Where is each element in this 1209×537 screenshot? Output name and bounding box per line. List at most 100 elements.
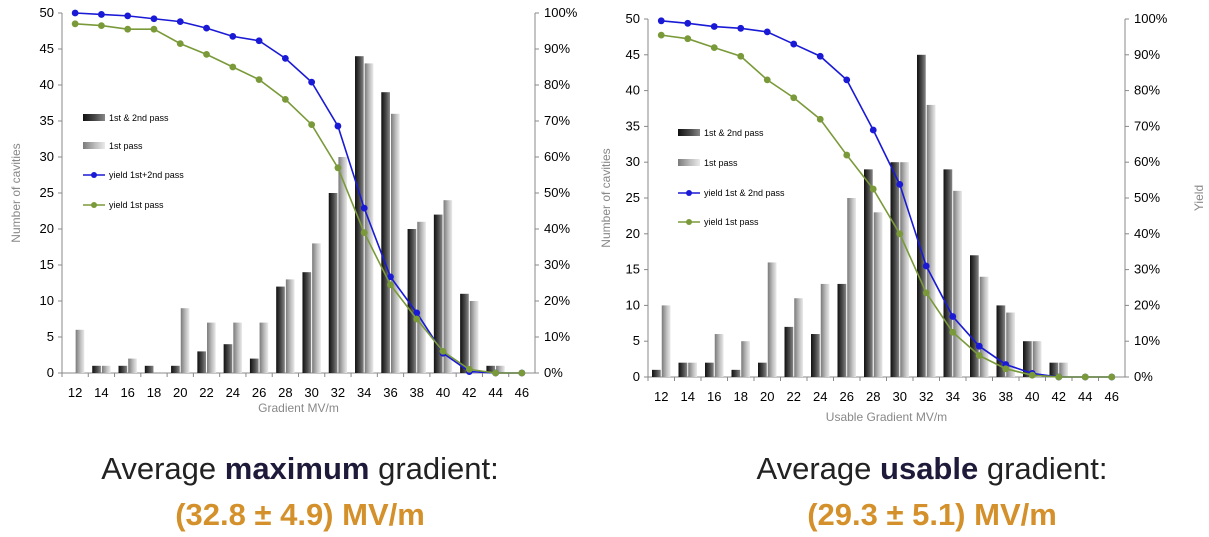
x-tick-label: 14 bbox=[681, 389, 695, 404]
yield-line-1st-2nd-pass-point bbox=[360, 204, 368, 212]
yield-line-1st-pass-point bbox=[334, 164, 342, 172]
bar-1st-2nd-pass bbox=[355, 56, 364, 373]
legend-swatch bbox=[83, 114, 105, 121]
bar-1st-2nd-pass bbox=[890, 162, 900, 377]
bar-1st-2nd-pass bbox=[652, 369, 661, 377]
yield-line-1st-2nd-pass-point bbox=[387, 273, 394, 281]
y2-tick-label: 80% bbox=[544, 77, 570, 92]
y-tick-label: 40 bbox=[40, 77, 54, 92]
yield-line-1st-pass-point bbox=[1028, 371, 1036, 379]
bar-1st-pass bbox=[900, 162, 909, 377]
bar-1st-pass bbox=[390, 113, 400, 374]
bar-1st-2nd-pass bbox=[917, 54, 926, 378]
x-tick-label: 24 bbox=[813, 389, 827, 404]
bar-1st-pass bbox=[1006, 312, 1015, 377]
bar-1st-2nd-pass bbox=[784, 326, 794, 377]
x-tick-label: 34 bbox=[946, 389, 960, 404]
x-tick-label: 44 bbox=[488, 385, 502, 400]
legend-swatch-marker bbox=[91, 202, 97, 208]
x-tick-label: 16 bbox=[120, 385, 134, 400]
yield-line-1st-pass-point bbox=[465, 366, 473, 373]
legend-label: yield 1st pass bbox=[704, 217, 759, 227]
yield-line-1st-pass-point bbox=[710, 44, 718, 52]
yield-line-1st-pass-point bbox=[843, 151, 851, 159]
bar-1st-2nd-pass bbox=[758, 362, 767, 377]
bar-1st-pass bbox=[688, 362, 697, 377]
bar-1st-pass bbox=[714, 334, 724, 377]
legend-label: 1st & 2nd pass bbox=[109, 113, 169, 123]
y2-tick-label: 100% bbox=[544, 5, 578, 20]
yield-line-1st-pass-point bbox=[869, 185, 877, 193]
yield-line-1st-pass-point bbox=[684, 35, 692, 43]
yield-line-1st-2nd-pass bbox=[75, 12, 522, 374]
y2-tick-label: 70% bbox=[1134, 118, 1160, 133]
yield-line-1st-pass-point bbox=[413, 315, 421, 323]
legend-swatch-marker bbox=[686, 219, 692, 225]
yield-line-1st-pass-point bbox=[1081, 373, 1089, 381]
y2-tick-label: 60% bbox=[544, 149, 570, 164]
bar-1st-pass bbox=[312, 243, 321, 373]
x-tick-label: 20 bbox=[173, 385, 187, 400]
x-tick-label: 28 bbox=[866, 389, 880, 404]
y-axis-label: Number of cavities bbox=[599, 148, 613, 247]
bar-1st-pass bbox=[1032, 341, 1042, 377]
bar-1st-2nd-pass bbox=[302, 272, 312, 373]
yield-line-1st-pass-point bbox=[1108, 373, 1116, 381]
y2-tick-label: 90% bbox=[1134, 47, 1160, 62]
y2-tick-label: 60% bbox=[1134, 154, 1160, 169]
yield-line-1st-pass-point bbox=[308, 121, 316, 128]
yield-line-1st-pass-point bbox=[763, 76, 771, 84]
yield-line-1st-2nd-pass-point bbox=[203, 24, 210, 32]
bar-1st-2nd-pass bbox=[996, 305, 1006, 377]
yield-line-1st-2nd-pass-point bbox=[657, 17, 665, 25]
caption-max-value: (32.8 ± 4.9) MV/m bbox=[175, 497, 425, 532]
bar-1st-2nd-pass bbox=[407, 229, 417, 373]
yield-line-1st-pass-point bbox=[518, 369, 526, 377]
y-tick-label: 10 bbox=[40, 293, 54, 308]
yield-line-1st-2nd-pass-point bbox=[790, 40, 798, 48]
yield-line-1st-pass-point bbox=[896, 230, 904, 238]
legend-swatch bbox=[83, 142, 105, 149]
bar-1st-pass bbox=[443, 200, 453, 373]
yield-line-1st-2nd-pass-point bbox=[922, 262, 930, 270]
x-tick-label: 40 bbox=[1025, 389, 1039, 404]
bar-1st-pass bbox=[767, 262, 777, 377]
legend-swatch-marker bbox=[686, 190, 692, 196]
yield-line-1st-2nd-pass-point bbox=[229, 33, 237, 40]
x-tick-label: 30 bbox=[304, 385, 318, 400]
bar-1st-pass bbox=[469, 301, 479, 373]
y2-tick-label: 50% bbox=[1134, 190, 1160, 205]
yield-line-1st-pass-point bbox=[176, 40, 184, 47]
legend-swatch bbox=[678, 129, 700, 136]
bar-1st-pass bbox=[417, 221, 426, 373]
caption-usable-title: Average usable gradient: bbox=[756, 451, 1108, 486]
bar-1st-pass bbox=[794, 298, 803, 377]
x-axis-label: Gradient MV/m bbox=[258, 401, 339, 415]
y2-tick-label: 30% bbox=[544, 257, 570, 272]
bar-1st-2nd-pass bbox=[678, 362, 688, 377]
x-tick-label: 32 bbox=[331, 385, 345, 400]
yield-line-1st-pass-point bbox=[150, 25, 158, 33]
yield-line-1st-2nd-pass-point bbox=[949, 313, 957, 320]
bar-1st-2nd-pass bbox=[144, 365, 154, 373]
y-tick-label: 0 bbox=[47, 365, 54, 380]
x-tick-label: 26 bbox=[252, 385, 266, 400]
yield-line-1st-2nd-pass-point bbox=[684, 19, 692, 27]
x-tick-label: 34 bbox=[357, 385, 371, 400]
y2-tick-label: 0% bbox=[544, 365, 563, 380]
y-tick-label: 35 bbox=[626, 118, 640, 133]
legend-label: yield 1st & 2nd pass bbox=[704, 188, 785, 198]
x-tick-label: 46 bbox=[515, 385, 529, 400]
x-tick-label: 18 bbox=[734, 389, 748, 404]
y-tick-label: 0 bbox=[633, 369, 640, 384]
legend-swatch bbox=[678, 159, 700, 166]
x-tick-label: 26 bbox=[840, 389, 854, 404]
y-axis-label: Number of cavities bbox=[9, 143, 23, 242]
x-tick-label: 44 bbox=[1078, 389, 1092, 404]
bar-1st-pass bbox=[926, 104, 936, 378]
bar-1st-2nd-pass bbox=[276, 286, 285, 373]
bar-1st-2nd-pass bbox=[197, 351, 207, 373]
yield-line-1st-pass-point bbox=[255, 76, 263, 83]
bar-1st-2nd-pass bbox=[249, 358, 259, 373]
yield-line-1st-2nd-pass-point bbox=[124, 12, 132, 20]
